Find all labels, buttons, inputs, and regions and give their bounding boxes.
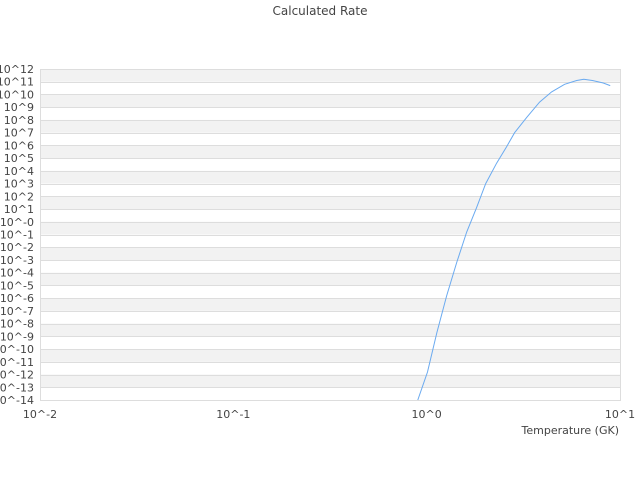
chart-title: Calculated Rate: [272, 4, 368, 18]
y-tick-label: 10^1: [4, 203, 34, 216]
grid-band: [40, 94, 620, 108]
y-tick-label: 10^8: [4, 114, 34, 127]
grid-band: [40, 298, 620, 311]
y-tick-label: 10^-0: [0, 216, 34, 229]
y-tick-label: 10^-11: [0, 356, 34, 369]
x-tick-label: 10^0: [412, 408, 442, 421]
y-tick-label: 10^-2: [0, 241, 34, 254]
grid-band: [40, 145, 620, 159]
grid-band: [40, 349, 620, 362]
y-tick-label: 10^4: [4, 165, 34, 178]
x-tick-label: 10^1: [605, 408, 635, 421]
y-tick-label: 10^-12: [0, 369, 34, 382]
grid-band: [40, 221, 620, 235]
grid-band: [40, 119, 620, 133]
grid-band: [40, 374, 620, 388]
y-tick-label: 10^10: [0, 88, 34, 101]
y-tick-label: 10^-7: [0, 305, 34, 318]
x-axis-label: Temperature (GK): [521, 424, 620, 437]
y-tick-label: 10^-14: [0, 394, 34, 407]
y-tick-label: 10^5: [4, 152, 34, 165]
grid-band: [40, 323, 620, 337]
grid-band: [40, 170, 620, 184]
plot-frame: [40, 69, 621, 401]
y-tick-label: 10^12: [0, 63, 34, 76]
y-tick-label: 10^-6: [0, 292, 34, 305]
grid-band: [40, 272, 620, 286]
y-tick-label: 10^-1: [0, 229, 34, 242]
x-tick-label: 10^-1: [216, 408, 250, 421]
y-tick-label: 10^9: [4, 101, 34, 114]
grid-band: [40, 247, 620, 260]
y-tick-label: 10^-3: [0, 254, 34, 267]
y-tick-label: 10^11: [0, 76, 34, 89]
grid-band: [40, 69, 620, 82]
y-tick-label: 10^2: [4, 190, 34, 203]
y-tick-label: 10^7: [4, 127, 34, 140]
x-tick-label: 10^-2: [23, 408, 57, 421]
y-tick-label: 10^3: [4, 178, 34, 191]
y-tick-label: 10^-4: [0, 267, 34, 280]
y-tick-label: 10^6: [4, 139, 34, 152]
grid-band: [40, 196, 620, 210]
y-tick-label: 10^-13: [0, 381, 34, 394]
y-tick-label: 10^-8: [0, 318, 34, 331]
y-tick-label: 10^-5: [0, 279, 34, 292]
y-tick-label: 10^-9: [0, 330, 34, 343]
rate-series-line: [417, 78, 611, 401]
y-tick-label: 10^-10: [0, 343, 34, 356]
